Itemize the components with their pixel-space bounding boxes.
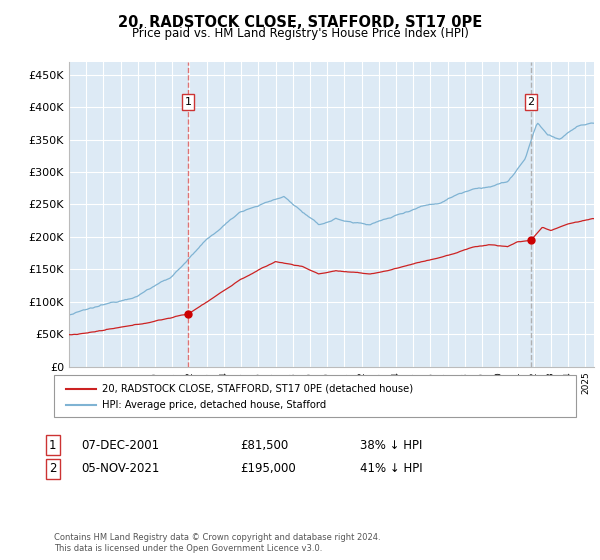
- Text: 41% ↓ HPI: 41% ↓ HPI: [360, 462, 422, 475]
- Text: 07-DEC-2001: 07-DEC-2001: [81, 438, 159, 452]
- Text: £81,500: £81,500: [240, 438, 288, 452]
- Text: £195,000: £195,000: [240, 462, 296, 475]
- Text: Price paid vs. HM Land Registry's House Price Index (HPI): Price paid vs. HM Land Registry's House …: [131, 27, 469, 40]
- Text: 05-NOV-2021: 05-NOV-2021: [81, 462, 160, 475]
- Text: 20, RADSTOCK CLOSE, STAFFORD, ST17 0PE (detached house): 20, RADSTOCK CLOSE, STAFFORD, ST17 0PE (…: [102, 384, 413, 394]
- Text: 38% ↓ HPI: 38% ↓ HPI: [360, 438, 422, 452]
- Text: 2: 2: [49, 462, 56, 475]
- Text: HPI: Average price, detached house, Stafford: HPI: Average price, detached house, Staf…: [102, 400, 326, 410]
- Text: 2: 2: [527, 97, 535, 107]
- Text: 20, RADSTOCK CLOSE, STAFFORD, ST17 0PE: 20, RADSTOCK CLOSE, STAFFORD, ST17 0PE: [118, 15, 482, 30]
- Text: Contains HM Land Registry data © Crown copyright and database right 2024.
This d: Contains HM Land Registry data © Crown c…: [54, 533, 380, 553]
- Text: 1: 1: [49, 438, 56, 452]
- Text: 1: 1: [185, 97, 191, 107]
